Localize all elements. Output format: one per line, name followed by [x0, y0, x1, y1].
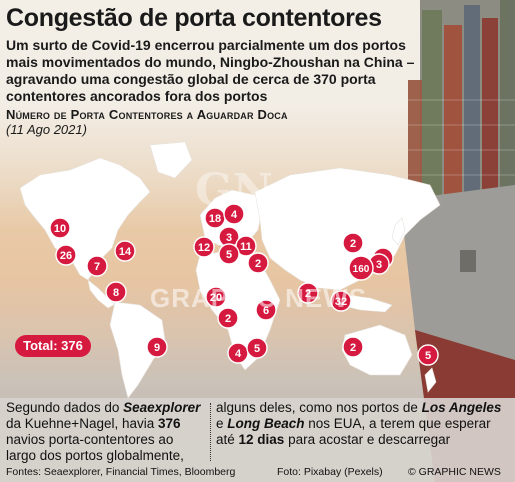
- port-marker-label: 5: [425, 350, 431, 362]
- port-marker: 5: [246, 337, 268, 359]
- port-marker: 3: [218, 226, 240, 248]
- port-marker-circle: [218, 243, 240, 265]
- port-marker-circle: [205, 286, 227, 308]
- port-markers: 1026714859184312115220226452322316025: [49, 203, 439, 366]
- total-badge: Total: 376: [15, 335, 91, 357]
- port-marker-label: 18: [209, 213, 221, 225]
- port-marker-circle: [255, 299, 277, 321]
- port-marker: 5: [218, 243, 240, 265]
- sources: Fontes: Seaexplorer, Financial Times, Bl…: [6, 466, 236, 478]
- port-marker-label: 26: [60, 250, 72, 262]
- port-marker-label: 5: [254, 343, 260, 355]
- port-marker: 160: [348, 255, 374, 281]
- port-marker-label: 12: [198, 242, 210, 254]
- port-marker-circle: [223, 203, 245, 225]
- asia: [254, 167, 441, 291]
- port-marker-circle: [342, 232, 364, 254]
- port-marker: 2: [247, 252, 269, 274]
- japan: [391, 217, 406, 246]
- port-marker-label: 11: [240, 241, 252, 253]
- watermark-logo: GN: [195, 165, 273, 216]
- port-marker-label: 3: [376, 259, 382, 271]
- port-marker: 7: [86, 255, 108, 277]
- port-marker-label: 2: [305, 288, 311, 300]
- port-marker-label: 3: [226, 232, 232, 244]
- port-marker: 14: [114, 240, 136, 262]
- chart-title: Número de Porta Contentores a Aguardar D…: [6, 107, 288, 122]
- port-marker: 26: [55, 244, 77, 266]
- australia: [341, 324, 413, 376]
- central-america: [87, 279, 116, 309]
- greenland: [149, 141, 193, 179]
- port-marker: 12: [193, 236, 215, 258]
- port-marker: 2: [342, 232, 364, 254]
- port-marker-circle: [105, 281, 127, 303]
- container-stacks: [408, 0, 515, 200]
- port-marker-circle: [114, 240, 136, 262]
- port-marker-label: 160: [353, 264, 370, 275]
- watermark: GRAPHIC NEWS: [150, 283, 368, 313]
- port-marker-label: 4: [235, 348, 242, 360]
- world-map: 1026714859184312115220226452322316025: [19, 141, 441, 399]
- port-marker-label: 2: [225, 313, 231, 325]
- new-zealand: [424, 367, 437, 393]
- port-marker-circle: [342, 336, 364, 358]
- port-marker-label: 8: [113, 287, 119, 299]
- port-marker: 8: [105, 281, 127, 303]
- bottom-panel: [0, 398, 515, 482]
- port-marker-circle: [330, 290, 352, 312]
- photo-credit: Foto: Pixabay (Pexels): [277, 466, 383, 478]
- port-marker-label: 14: [119, 246, 132, 258]
- port-marker: 20: [205, 286, 227, 308]
- body-text-right: alguns deles, como nos portos de Los Ang…: [216, 400, 502, 447]
- port-marker: 10: [49, 217, 71, 239]
- port-marker-circle: [86, 255, 108, 277]
- port-marker-circle: [193, 236, 215, 258]
- port-marker-circle: [49, 217, 71, 239]
- port-marker: 2: [342, 336, 364, 358]
- page-subtitle: Um surto de Covid-19 encerrou parcialmen…: [6, 37, 415, 104]
- column-divider: [210, 403, 211, 461]
- port-marker: 4: [227, 342, 249, 364]
- port-marker-circle: [297, 282, 319, 304]
- port-marker-circle: [417, 344, 439, 366]
- port-marker: 9: [146, 336, 168, 358]
- port-marker: 2: [297, 282, 319, 304]
- port-marker-circle: [246, 337, 268, 359]
- port-marker-label: 7: [94, 261, 100, 273]
- port-marker-label: 2: [350, 238, 356, 250]
- port-marker-circle: [348, 255, 374, 281]
- port-marker: 6: [255, 299, 277, 321]
- port-marker-label: 9: [154, 342, 160, 354]
- port-marker-label: 4: [231, 209, 238, 221]
- port-marker-label: 20: [210, 292, 222, 304]
- copyright: © GRAPHIC NEWS: [408, 466, 501, 478]
- port-marker-circle: [55, 244, 77, 266]
- north-america: [19, 157, 151, 281]
- port-marker: 4: [223, 203, 245, 225]
- port-marker-label: 10: [54, 223, 66, 235]
- port-marker-label: 2: [350, 342, 356, 354]
- chart-date: (11 Ago 2021): [6, 122, 87, 137]
- port-marker-circle: [146, 336, 168, 358]
- port-marker-circle: [247, 252, 269, 274]
- port-marker-label: 32: [335, 296, 347, 308]
- body-text-left: Segundo dados do Seaexplorer da Kuehne+N…: [6, 400, 201, 463]
- port-marker-label: 6: [263, 305, 269, 317]
- south-america: [109, 301, 166, 399]
- port-marker-label: 2: [255, 258, 261, 270]
- port-marker: 5: [417, 344, 439, 366]
- port-marker: 2: [217, 307, 239, 329]
- port-marker: 32: [330, 290, 352, 312]
- port-marker-label: 5: [226, 249, 232, 261]
- page-title: Congestão de porta contentores: [6, 4, 382, 32]
- port-marker-circle: [217, 307, 239, 329]
